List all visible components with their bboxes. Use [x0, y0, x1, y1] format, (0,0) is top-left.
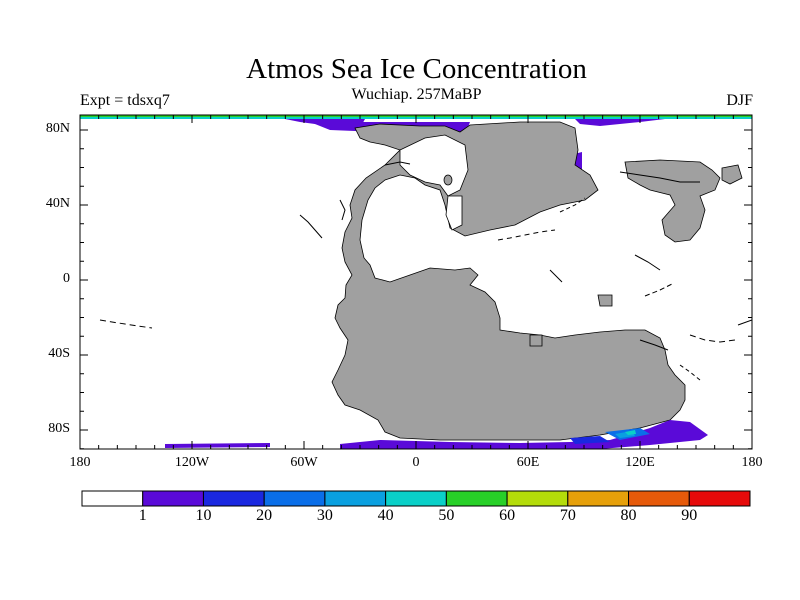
colorbar-label: 60: [499, 507, 516, 524]
map-subtitle: Wuchiap. 257MaBP: [351, 86, 482, 103]
inland-sea-channel: [445, 195, 463, 231]
colorbar-swatch: [445, 490, 508, 507]
tethys-island-2: [529, 334, 543, 347]
southern-sea-ice-west: [165, 443, 270, 448]
lon-label: 60E: [516, 455, 540, 470]
lon-label: 0: [412, 455, 420, 470]
lon-label: 180: [741, 455, 763, 470]
colorbar-swatch: [202, 490, 265, 507]
colorbar-swatch: [81, 490, 144, 507]
lon-label: 120W: [174, 455, 210, 470]
coastline-fragments: [99, 161, 752, 381]
lat-label: 80N: [45, 121, 70, 136]
colorbar-label: 20: [256, 507, 273, 524]
map-title: Atmos Sea Ice Concentration: [246, 53, 587, 85]
colorbar-swatch: [324, 490, 387, 507]
lon-label: 120E: [625, 455, 655, 470]
axis-ticks: [79, 115, 753, 450]
tethys-island: [597, 294, 613, 307]
inland-island: [443, 174, 453, 186]
colorbar-swatch: [567, 490, 630, 507]
colorbar-label: 10: [195, 507, 212, 524]
colorbar: [81, 490, 751, 507]
colorbar-label: 70: [559, 507, 576, 524]
colorbar-label: 30: [316, 507, 333, 524]
southern-sea-ice: [340, 420, 708, 449]
colorbar-swatch: [263, 490, 326, 507]
lon-label: 180: [69, 455, 91, 470]
experiment-label: Expt = tdsxq7: [80, 92, 170, 109]
lon-label: 60W: [290, 455, 318, 470]
colorbar-label: 80: [620, 507, 637, 524]
colorbar-label: 90: [681, 507, 698, 524]
season-label: DJF: [726, 92, 753, 109]
east-landmass-block: [624, 159, 721, 243]
southern-sea-ice-conc-50: [625, 430, 636, 435]
colorbar-swatch: [506, 490, 569, 507]
colorbar-swatch: [688, 490, 751, 507]
colorbar-swatch: [385, 490, 447, 507]
lat-label: 40S: [48, 346, 70, 361]
colorbar-swatch: [142, 490, 204, 507]
colorbar-label: 40: [377, 507, 394, 524]
colorbar-swatch: [628, 490, 690, 507]
colorbar-label: 50: [438, 507, 455, 524]
lat-label: 80S: [48, 421, 70, 436]
lat-label: 40N: [45, 196, 70, 211]
southern-sea-ice-conc-20: [570, 436, 610, 444]
pangaea-landmass: [331, 121, 686, 441]
east-small-island: [721, 164, 743, 185]
map-plot-area: [80, 115, 752, 449]
colorbar-label: 1: [138, 507, 147, 524]
lat-label: 0: [63, 271, 70, 286]
arctic-ice-patch-east: [575, 119, 665, 126]
